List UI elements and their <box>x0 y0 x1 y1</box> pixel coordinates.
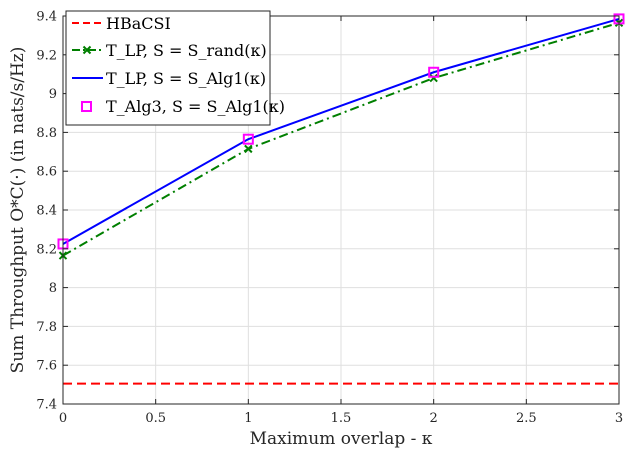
legend-box <box>65 10 271 126</box>
legend-label-alg3-alg1: T_Alg3, S = S_Alg1(κ) <box>106 97 285 116</box>
y-tick-label: 7.6 <box>36 359 57 374</box>
x-tick-label: 2.5 <box>516 411 537 426</box>
x-tick-label: 2 <box>430 411 438 426</box>
legend-label-lp-alg1: T_LP, S = S_Alg1(κ) <box>106 69 266 88</box>
y-axis-label: Sum Throughput O*C(·) (in nats/s/Hz) <box>8 47 28 374</box>
y-tick-label: 8.8 <box>36 126 57 141</box>
legend-label-hbacsi: HBaCSI <box>106 14 171 33</box>
x-tick-label: 1.5 <box>331 411 352 426</box>
x-tick-label: 3 <box>615 411 623 426</box>
x-tick-label: 0.5 <box>145 411 166 426</box>
x-axis-label: Maximum overlap - κ <box>250 429 433 449</box>
data-point-square-marker <box>428 66 440 78</box>
y-tick-label: 7.8 <box>36 320 57 335</box>
ticks: 0 0.5 1 1.5 2 2.5 3 7.4 7.6 7.8 8 8.2 8.4 8.6 8.8 9 9.2 9… <box>36 10 623 427</box>
data-point-square-marker <box>242 133 254 145</box>
legend-marker-x <box>82 45 92 55</box>
y-tick-label: 7.4 <box>36 398 57 413</box>
y-tick-label: 9.4 <box>36 10 57 25</box>
data-point-x-marker <box>244 144 253 154</box>
x-tick-label: 1 <box>244 411 252 426</box>
legend-label-lp-rand: T_LP, S = S_rand(κ) <box>106 41 267 60</box>
series-line-2 <box>62 17 620 245</box>
legend-marker-square <box>81 101 92 112</box>
y-tick-label: 8 <box>49 281 57 296</box>
legend: HBaCSI T_LP, S = S_rand(κ) T_LP, S = S_A… <box>65 10 285 126</box>
series-line-1 <box>62 21 620 257</box>
y-tick-label: 8.2 <box>36 242 57 257</box>
y-tick-label: 9.2 <box>36 48 57 63</box>
y-tick-label: 8.6 <box>36 165 57 180</box>
series-layer <box>57 13 625 385</box>
y-tick-label: 9 <box>49 87 57 102</box>
y-tick-label: 8.4 <box>36 204 57 219</box>
x-tick-label: 0 <box>59 411 67 426</box>
data-point-x-marker <box>429 73 438 83</box>
